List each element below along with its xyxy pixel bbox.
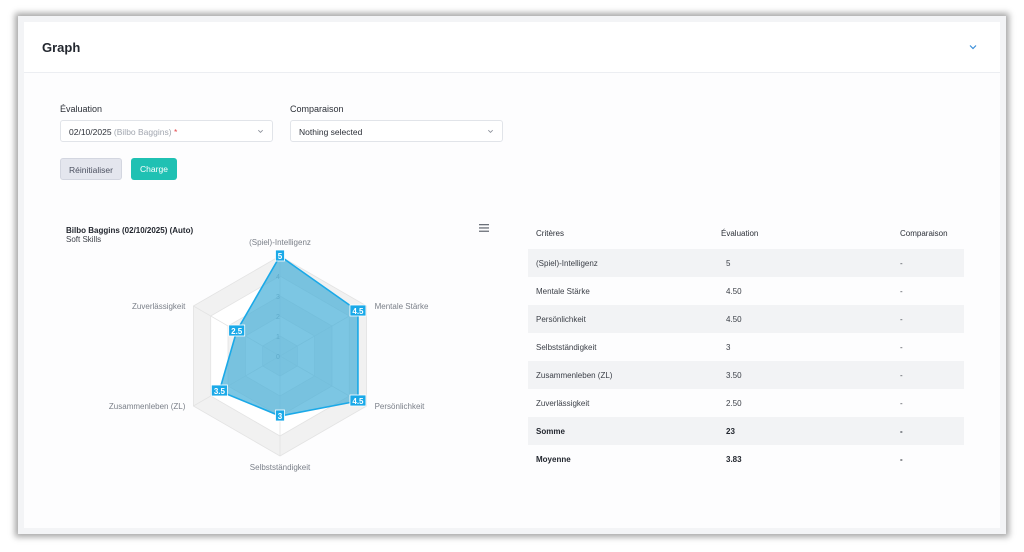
radar-chart: 0123454.54.533.52.5(Spiel)-IntelligenzMe… — [109, 238, 429, 472]
table-row: Selbstständigkeit 3 - — [528, 333, 964, 361]
data-label-box — [349, 304, 367, 317]
table-row: Zusammenleben (ZL) 3.50 - — [528, 361, 964, 389]
card-header[interactable]: Graph — [24, 22, 1000, 73]
evaluation-select[interactable]: 02/10/2025 (Bilbo Baggins) * — [60, 120, 273, 142]
comparison-cell: - — [900, 371, 903, 380]
data-label-box — [210, 384, 228, 397]
hamburger-menu-icon[interactable] — [478, 223, 490, 233]
header-comparison: Comparaison — [900, 229, 948, 238]
reset-button[interactable]: Réinitialiser — [60, 158, 122, 180]
data-label-box — [275, 249, 285, 262]
evaluation-label: Évaluation — [60, 104, 103, 114]
comparison-select-value: Nothing selected — [299, 127, 363, 137]
header-evaluation: Évaluation — [721, 229, 759, 238]
data-label: 5 — [278, 252, 283, 261]
required-marker: * — [173, 127, 178, 137]
category-label: (Spiel)-Intelligenz — [249, 238, 311, 247]
sum-row: Somme 23 - — [528, 417, 964, 445]
evaluation-cell: 4.50 — [726, 287, 742, 296]
comparison-cell: - — [900, 455, 903, 464]
category-label: Persönlichkeit — [375, 402, 426, 411]
evaluation-cell: 5 — [726, 259, 731, 268]
chevron-down-icon — [258, 129, 263, 133]
criteria-cell: (Spiel)-Intelligenz — [536, 259, 598, 268]
evaluation-date: 02/10/2025 — [69, 127, 112, 137]
data-label-box — [349, 394, 367, 407]
comparison-select[interactable]: Nothing selected — [290, 120, 503, 142]
chevron-down-icon — [488, 129, 493, 133]
criteria-cell: Selbstständigkeit — [536, 343, 597, 352]
evaluation-cell: 3.83 — [726, 455, 742, 464]
evaluation-cell: 3.50 — [726, 371, 742, 380]
card-title: Graph — [42, 40, 81, 55]
criteria-cell: Somme — [536, 427, 565, 436]
criteria-cell: Persönlichkeit — [536, 315, 586, 324]
criteria-cell: Zuverlässigkeit — [536, 399, 590, 408]
chart-subtitle: Soft Skills — [66, 235, 102, 244]
chart-title: Bilbo Baggins (02/10/2025) (Auto) — [66, 226, 194, 235]
screenshot-frame: Graph Évaluation 02/10/2025 (Bilbo Baggi… — [18, 16, 1006, 534]
table-row: Persönlichkeit 4.50 - — [528, 305, 964, 333]
data-label: 4.5 — [352, 397, 364, 406]
category-label: Selbstständigkeit — [250, 463, 311, 472]
comparison-cell: - — [900, 259, 903, 268]
chevron-down-icon[interactable] — [968, 42, 978, 52]
table-row: Mentale Stärke 4.50 - — [528, 277, 964, 305]
evaluation-cell: 4.50 — [726, 315, 742, 324]
comparison-cell: - — [900, 315, 903, 324]
evaluation-cell: 2.50 — [726, 399, 742, 408]
comparison-cell: - — [900, 287, 903, 296]
data-label-box — [275, 409, 285, 422]
evaluation-cell: 23 — [726, 427, 735, 436]
comparison-label: Comparaison — [290, 104, 344, 114]
data-label: 2.5 — [231, 327, 243, 336]
comparison-cell: - — [900, 343, 903, 352]
criteria-cell: Mentale Stärke — [536, 287, 590, 296]
evaluation-person: (Bilbo Baggins) — [113, 127, 172, 137]
category-label: Zuverlässigkeit — [132, 302, 186, 311]
comparison-cell: - — [900, 427, 903, 436]
evaluation-cell: 3 — [726, 343, 731, 352]
average-row: Moyenne 3.83 - — [528, 445, 964, 473]
data-label: 4.5 — [352, 307, 364, 316]
criteria-cell: Moyenne — [536, 455, 571, 464]
header-criteria: Critères — [536, 229, 565, 238]
data-label-box — [228, 324, 246, 337]
evaluation-select-value: 02/10/2025 (Bilbo Baggins) * — [69, 127, 177, 137]
category-label: Mentale Stärke — [375, 302, 429, 311]
load-button[interactable]: Charge — [131, 158, 177, 180]
category-label: Zusammenleben (ZL) — [109, 402, 186, 411]
criteria-cell: Zusammenleben (ZL) — [536, 371, 613, 380]
comparison-cell: - — [900, 399, 903, 408]
table-row: (Spiel)-Intelligenz 5 - — [528, 249, 964, 277]
table-row: Zuverlässigkeit 2.50 - — [528, 389, 964, 417]
data-label: 3 — [278, 412, 283, 421]
data-label: 3.5 — [214, 387, 226, 396]
graph-card: Graph Évaluation 02/10/2025 (Bilbo Baggi… — [24, 22, 1000, 528]
